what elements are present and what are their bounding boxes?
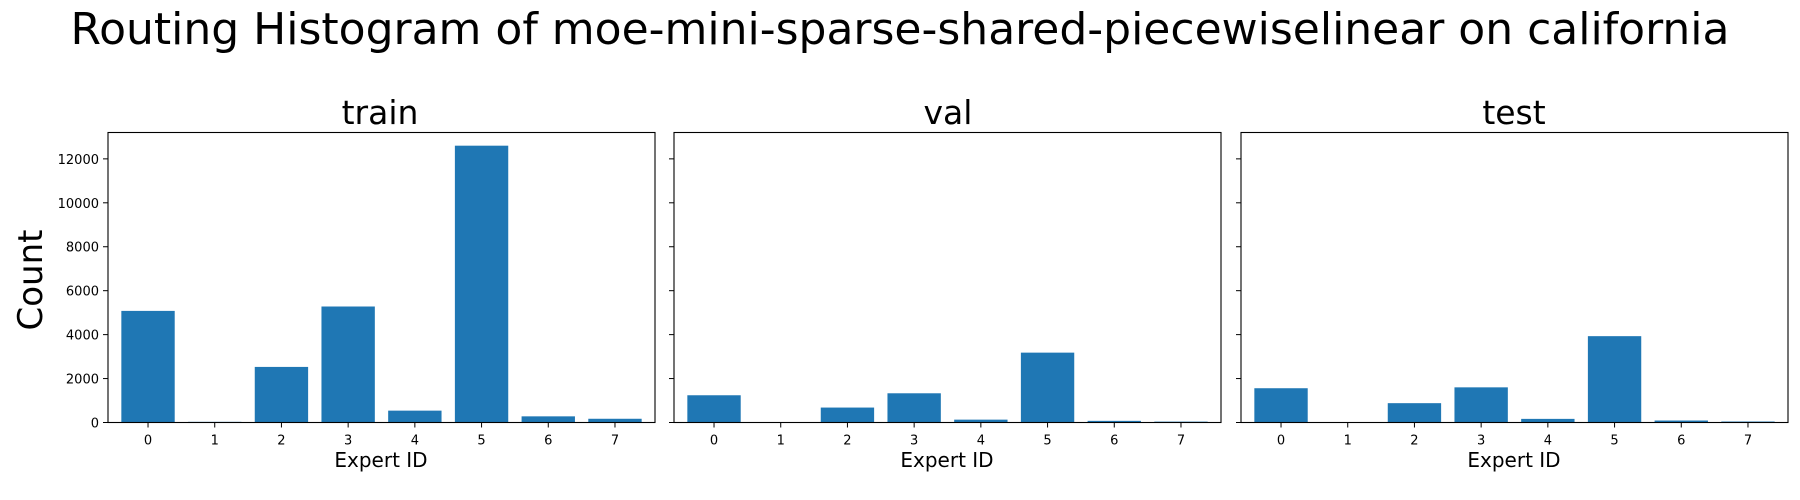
x-tick-label-test-7: 7 (1744, 434, 1752, 449)
x-tick-label-val-4: 4 (977, 434, 985, 449)
bar-train-expert-4 (388, 410, 442, 423)
x-tick-label-train-6: 6 (544, 434, 552, 449)
x-tick-label-train-1: 1 (211, 434, 219, 449)
x-axis-label-test: Expert ID (1467, 448, 1560, 472)
x-tick-label-train-5: 5 (477, 434, 485, 449)
subplot-title-val: val (924, 93, 973, 132)
x-tick-label-train-2: 2 (277, 434, 285, 449)
x-tick-label-val-3: 3 (910, 434, 918, 449)
y-tick-label-10000: 10000 (58, 197, 99, 212)
x-axis-label-val: Expert ID (900, 448, 993, 472)
bar-test-expert-2 (1387, 403, 1442, 423)
x-tick-label-test-0: 0 (1277, 434, 1285, 449)
x-tick-label-val-6: 6 (1110, 434, 1118, 449)
x-tick-label-train-7: 7 (611, 434, 619, 449)
bar-train-expert-0 (121, 310, 175, 423)
subplot-val: val 0 1 2 3 4 5 6 7 Expert ID (669, 93, 1222, 472)
bar-test-expert-4 (1521, 418, 1575, 423)
x-tick-label-test-2: 2 (1410, 434, 1418, 449)
y-tick-label-12000: 12000 (58, 153, 99, 168)
bar-test-expert-3 (1454, 387, 1508, 423)
bar-val-expert-2 (820, 407, 875, 423)
bar-val-expert-5 (1020, 352, 1075, 423)
y-tick-label-4000: 4000 (66, 329, 99, 344)
bar-train-expert-2 (254, 366, 309, 423)
y-tick-label-0: 0 (91, 417, 99, 432)
plot-frame-val (673, 131, 1222, 424)
subplot-title-train: train (342, 93, 419, 132)
x-tick-label-test-5: 5 (1610, 434, 1618, 449)
bar-train-expert-3 (321, 306, 375, 423)
bar-val-expert-4 (954, 419, 1008, 423)
subplot-test: test 0 1 2 3 4 5 6 7 Expert ID (1236, 93, 1789, 472)
bar-train-expert-5 (454, 145, 509, 423)
x-tick-label-val-5: 5 (1043, 434, 1051, 449)
y-tick-label-8000: 8000 (66, 241, 99, 256)
bar-test-expert-6 (1654, 420, 1708, 423)
plot-frame-test (1240, 131, 1789, 424)
x-tick-label-val-2: 2 (843, 434, 851, 449)
y-tick-label-2000: 2000 (66, 373, 99, 388)
figure-title: Routing Histogram of moe-mini-sparse-sha… (70, 4, 1729, 55)
x-tick-label-train-3: 3 (344, 434, 352, 449)
x-tick-label-test-4: 4 (1544, 434, 1552, 449)
x-tick-label-val-0: 0 (710, 434, 718, 449)
bar-val-expert-0 (687, 395, 741, 423)
x-tick-label-train-4: 4 (411, 434, 419, 449)
x-tick-label-train-0: 0 (144, 434, 152, 449)
x-tick-label-test-6: 6 (1677, 434, 1685, 449)
x-tick-label-val-1: 1 (777, 434, 785, 449)
bar-val-expert-3 (887, 393, 941, 423)
bar-train-expert-6 (521, 416, 575, 423)
bar-test-expert-5 (1587, 336, 1642, 423)
subplot-title-test: test (1482, 93, 1545, 132)
x-tick-label-test-3: 3 (1477, 434, 1485, 449)
x-axis-label-train: Expert ID (334, 448, 427, 472)
x-tick-label-test-1: 1 (1344, 434, 1352, 449)
bar-test-expert-0 (1254, 388, 1308, 423)
y-axis-label: Count (11, 230, 51, 331)
plot-frame-train (107, 131, 656, 424)
bar-train-expert-7 (588, 418, 642, 423)
y-tick-label-6000: 6000 (66, 285, 99, 300)
bar-val-expert-6 (1087, 420, 1141, 423)
subplot-train: train 0 1 2 3 4 5 6 7 0 2000 4000 6000 8000 10000 1200… (58, 93, 656, 472)
x-tick-label-val-7: 7 (1177, 434, 1185, 449)
